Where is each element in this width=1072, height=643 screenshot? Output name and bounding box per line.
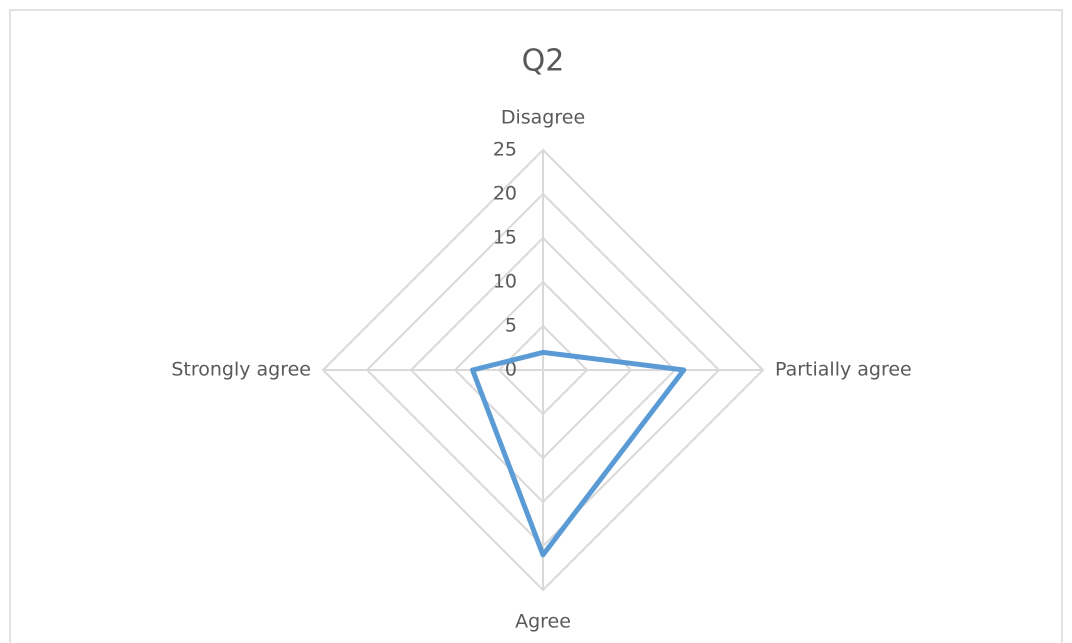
category-label: Agree (515, 611, 571, 633)
category-label: Disagree (501, 107, 585, 129)
category-label: Partially agree (775, 359, 912, 381)
r-tick-label: 15 (493, 227, 517, 249)
chart-title: Q2 (522, 44, 565, 79)
r-tick-label: 10 (493, 271, 517, 293)
r-tick-label: 0 (505, 359, 517, 381)
r-tick-label: 5 (505, 315, 517, 337)
series-line (470, 349, 687, 558)
r-tick-label: 20 (493, 183, 517, 205)
r-tick-label: 25 (493, 139, 517, 161)
chart-frame (9, 9, 1063, 643)
category-label: Strongly agree (171, 359, 311, 381)
